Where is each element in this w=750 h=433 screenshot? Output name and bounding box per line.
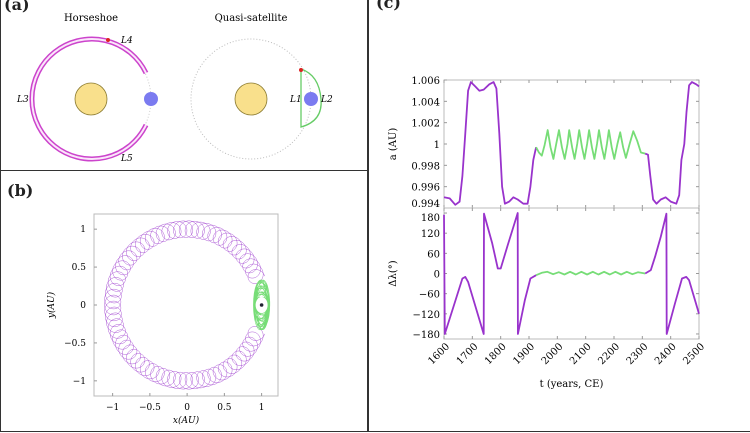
y-tick-label: 1.006 bbox=[411, 76, 440, 87]
x-axis-label: t (years, CE) bbox=[540, 379, 604, 390]
y-tick-label: 0.5 bbox=[72, 263, 87, 273]
y-axis-label: y(AU) bbox=[46, 291, 57, 319]
sun-icon-qs bbox=[234, 82, 268, 116]
x-tick-label: −1 bbox=[106, 403, 119, 413]
quasi-satellite-title: Quasi-satellite bbox=[215, 13, 288, 24]
x-tick-label: 2500 bbox=[681, 341, 707, 367]
x-tick-label: 2200 bbox=[596, 341, 622, 367]
y-tick-label: −180 bbox=[413, 330, 440, 341]
x-tick-label: −0.5 bbox=[139, 403, 161, 413]
y-tick-label: 180 bbox=[421, 213, 440, 224]
panel-label-a: (a) bbox=[4, 0, 30, 14]
label-L2: L2 bbox=[320, 95, 333, 105]
series-line-horseshoe bbox=[644, 212, 700, 335]
y-tick-label: 1 bbox=[80, 225, 86, 235]
horseshoe-orbit-inner bbox=[31, 38, 147, 160]
panel-c: (c) 1.006 1.004 1.002 1 0.998 0.996 0.994 a (AU… bbox=[367, 0, 750, 432]
series-line-horseshoe bbox=[443, 81, 537, 206]
x-tick-label: 2300 bbox=[625, 341, 651, 367]
y-tick-label: −120 bbox=[413, 310, 440, 321]
x-tick-label: 1700 bbox=[455, 341, 481, 367]
plot-frame bbox=[443, 207, 700, 340]
y-tick-label: 120 bbox=[421, 229, 440, 240]
asteroid-marker-qs bbox=[299, 68, 303, 72]
orbit-plot: −1 −0.5 0 0.5 1 1 0.5 0 −0.5 −1 x(AU) y(AU) bbox=[46, 213, 279, 426]
y-tick-label: −60 bbox=[419, 290, 440, 301]
earth-icon bbox=[144, 92, 158, 106]
panel-label-c: (c) bbox=[376, 0, 401, 12]
y-tick-label: 1.002 bbox=[411, 119, 440, 130]
series-line-quasi-satellite bbox=[535, 270, 646, 277]
quasi-satellite-orbit bbox=[300, 68, 322, 128]
label-L5: L5 bbox=[120, 154, 133, 164]
label-L4: L4 bbox=[120, 36, 133, 46]
x-tick-label: 0.5 bbox=[217, 403, 232, 413]
x-tick-label: 2400 bbox=[653, 341, 679, 367]
x-tick-label: 1 bbox=[259, 403, 265, 413]
earth-icon-qs bbox=[304, 92, 318, 106]
x-tick-label: 2000 bbox=[540, 341, 566, 367]
panel-a: (a) Horseshoe Quasi-satellite L4 L3 L5 L… bbox=[0, 0, 369, 171]
x-tick-label: 1600 bbox=[426, 341, 452, 367]
y-axis-label: Δλ(°) bbox=[388, 260, 399, 286]
y-tick-label: 0.994 bbox=[411, 199, 440, 210]
panel-b: (b) −1 −0.5 0 0.5 1 1 0.5 0 −0.5 −1 x(AU) y(AU) bbox=[0, 170, 369, 432]
horseshoe-title: Horseshoe bbox=[64, 13, 118, 24]
panel-label-b: (b) bbox=[7, 181, 34, 200]
y-tick-label: 0 bbox=[80, 301, 86, 311]
y-tick-label: 60 bbox=[427, 249, 440, 260]
series-line-horseshoe bbox=[443, 212, 537, 335]
y-tick-label: 0.996 bbox=[411, 183, 440, 194]
sun-icon bbox=[74, 82, 108, 116]
x-tick-label: 0 bbox=[184, 403, 190, 413]
y-tick-label: −0.5 bbox=[64, 339, 86, 349]
earth-marker bbox=[259, 303, 264, 307]
series-line-horseshoe bbox=[644, 81, 700, 205]
x-axis-label: x(AU) bbox=[173, 415, 200, 426]
plot-frame bbox=[93, 213, 279, 397]
x-tick-label: 1800 bbox=[483, 341, 509, 367]
y-axis-label: a (AU) bbox=[388, 128, 399, 161]
resonance-diagram: Horseshoe Quasi-satellite L4 L3 L5 L1 L2 bbox=[16, 13, 333, 164]
y-tick-label: 1 bbox=[434, 140, 440, 151]
label-L3: L3 bbox=[16, 95, 29, 105]
y-tick-label: 0 bbox=[434, 270, 440, 281]
label-L1: L1 bbox=[289, 95, 302, 105]
x-tick-label: 2100 bbox=[568, 341, 594, 367]
series-line-quasi-satellite bbox=[535, 129, 646, 160]
y-tick-label: −1 bbox=[73, 377, 86, 387]
y-tick-label: 0.998 bbox=[411, 161, 440, 172]
time-series-plot: 1.006 1.004 1.002 1 0.998 0.996 0.994 a (AU) 180… bbox=[388, 76, 707, 390]
x-tick-label: 1900 bbox=[511, 341, 537, 367]
y-tick-label: 1.004 bbox=[411, 97, 440, 108]
horseshoe-trajectory bbox=[104, 220, 266, 390]
asteroid-marker bbox=[106, 38, 110, 42]
